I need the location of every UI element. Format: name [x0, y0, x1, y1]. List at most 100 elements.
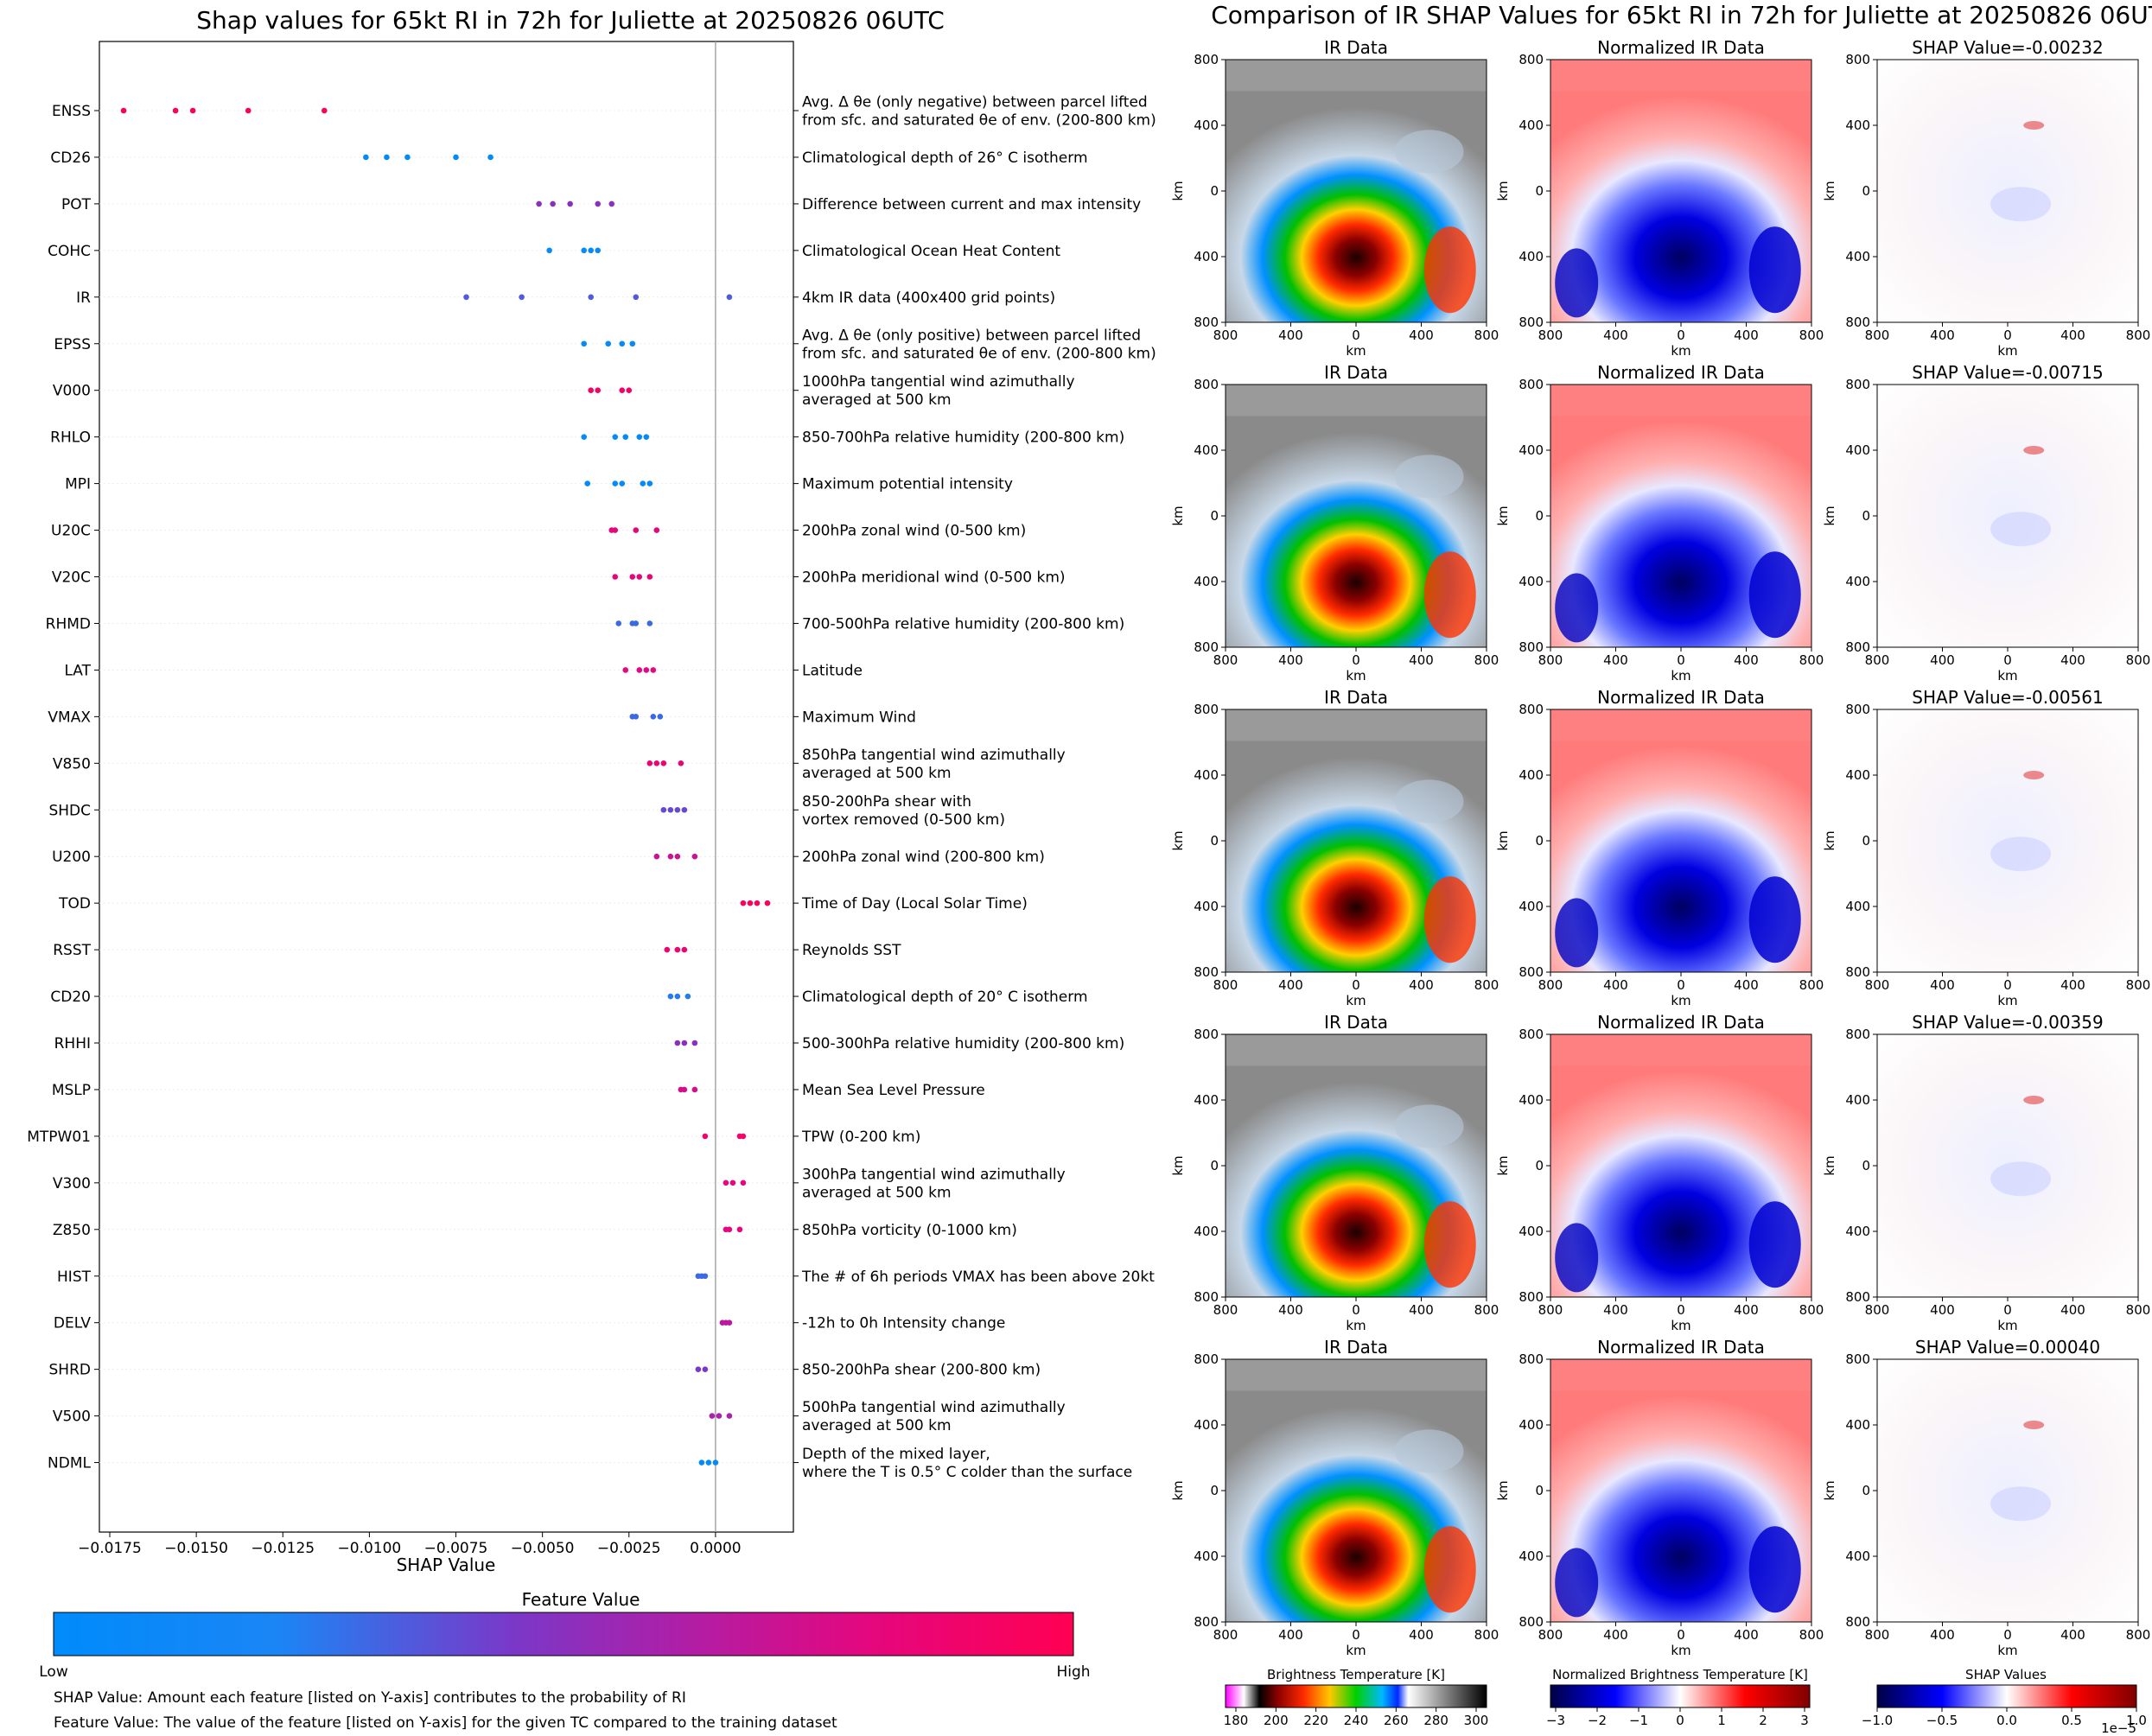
feature-label: V20C [52, 569, 91, 587]
normalized-ir-image [1550, 709, 1811, 972]
image-y-tick-label: 800 [1518, 1614, 1544, 1630]
image-y-tick-label: 800 [1194, 52, 1219, 67]
normalized-ir-image [1550, 385, 1811, 647]
feature-description: Reynolds SST [802, 942, 901, 959]
image-y-tick-label: 400 [1518, 118, 1544, 133]
shap-point [546, 247, 552, 254]
image-x-axis-label: km [1997, 993, 2017, 1008]
shap-point [674, 1040, 681, 1046]
image-y-tick-label: 400 [1845, 118, 1870, 133]
shap-point [646, 620, 653, 626]
image-y-tick-label: 0 [1862, 833, 1870, 849]
shap-point [536, 200, 542, 207]
shap-point [740, 900, 747, 906]
shap-panel-title: SHAP Value=0.00040 [1915, 1337, 2100, 1358]
image-y-tick-label: 0 [1535, 508, 1544, 524]
feature-label: MPI [65, 476, 91, 493]
feature-label: V000 [53, 383, 91, 400]
feature-description: 200hPa zonal wind (0-500 km) [802, 523, 1026, 540]
image-x-tick-label: 800 [1865, 1627, 1890, 1643]
image-y-axis-label: km [1495, 181, 1511, 200]
shap-point [629, 340, 636, 347]
feature-description: 500-300hPa relative humidity (200-800 km… [802, 1035, 1124, 1052]
colorbar-tick-label: 0 [1676, 1713, 1684, 1728]
image-x-tick-label: 0 [1677, 652, 1685, 668]
shap-point [622, 667, 629, 673]
feature-description: 1000hPa tangential wind azimuthally [802, 373, 1075, 391]
shap-point [681, 1086, 688, 1093]
shap-point [736, 1226, 743, 1233]
image-x-tick-label: 800 [1538, 977, 1563, 993]
image-x-tick-label: 0 [1352, 652, 1360, 668]
norm-colorbar [1550, 1684, 1811, 1708]
image-x-tick-label: 800 [1538, 1627, 1563, 1643]
shap-point [189, 107, 196, 114]
shap-point [622, 434, 629, 440]
shap-point [691, 1040, 698, 1046]
image-y-tick-label: 800 [1518, 1351, 1544, 1367]
image-x-tick-label: 800 [1213, 1302, 1238, 1318]
image-x-tick-label: 800 [1213, 977, 1238, 993]
feature-description: 300hPa tangential wind azimuthally [802, 1166, 1066, 1183]
shap-point [754, 900, 761, 906]
image-y-tick-label: 0 [1210, 1158, 1219, 1173]
image-y-tick-label: 800 [1845, 1351, 1870, 1367]
colorbar-tick-label: 200 [1264, 1713, 1289, 1728]
image-x-axis-label: km [1671, 668, 1690, 684]
shap-point [588, 294, 595, 301]
shap-point [636, 434, 643, 440]
feature-label: EPSS [54, 336, 91, 353]
shap-point [245, 107, 251, 114]
shap-point [519, 294, 525, 301]
feature-description: Difference between current and max inten… [802, 196, 1141, 213]
image-y-tick-label: 800 [1194, 1614, 1219, 1630]
shap-image [1877, 1034, 2138, 1297]
image-y-tick-label: 800 [1518, 702, 1544, 717]
image-y-tick-label: 800 [1518, 315, 1544, 330]
image-x-tick-label: 0 [1352, 1302, 1360, 1318]
image-y-tick-label: 400 [1845, 1224, 1870, 1239]
image-x-tick-label: 400 [1278, 977, 1303, 993]
shap-point [567, 200, 573, 207]
shap-point [726, 1319, 733, 1326]
feature-description: Avg. Δ θe (only negative) between parcel… [802, 94, 1148, 111]
feature-label: VMAX [48, 709, 91, 726]
shap-point [404, 154, 411, 161]
colorbar-tick-label: 2 [1759, 1713, 1767, 1728]
image-y-tick-label: 400 [1845, 249, 1870, 264]
shap-point [619, 480, 626, 486]
image-y-axis-label: km [1822, 506, 1837, 525]
image-x-tick-label: 400 [1734, 327, 1759, 343]
shap-point [653, 760, 660, 766]
shap-point [588, 387, 595, 394]
shap-panel-title: SHAP Value=-0.00561 [1912, 687, 2103, 708]
image-y-tick-label: 800 [1194, 377, 1219, 392]
shap-point [612, 574, 619, 580]
image-y-axis-label: km [1170, 1480, 1186, 1500]
image-y-tick-label: 0 [1862, 1158, 1870, 1173]
image-y-tick-label: 800 [1845, 639, 1870, 655]
image-x-tick-label: 800 [1799, 327, 1824, 343]
image-x-tick-label: 0 [2003, 652, 2012, 668]
image-x-tick-label: 400 [1603, 1627, 1628, 1643]
image-x-tick-label: 800 [1799, 977, 1824, 993]
feature-label: TOD [58, 895, 91, 913]
image-x-tick-label: 0 [2003, 1302, 2012, 1318]
image-y-axis-label: km [1495, 1155, 1511, 1175]
shap-point [681, 1040, 688, 1046]
feature-description: Latitude [802, 662, 863, 679]
image-y-tick-label: 800 [1845, 964, 1870, 980]
image-x-tick-label: 800 [1474, 652, 1499, 668]
image-x-tick-label: 800 [1799, 1627, 1824, 1643]
shap-point [674, 806, 681, 813]
image-y-tick-label: 800 [1194, 1289, 1219, 1305]
feature-description: Time of Day (Local Solar Time) [801, 895, 1028, 913]
image-x-tick-label: 0 [1352, 327, 1360, 343]
left-chart-title: Shap values for 65kt RI in 72h for Julie… [196, 6, 945, 35]
image-y-tick-label: 400 [1845, 767, 1870, 783]
feature-label: SHRD [49, 1362, 91, 1379]
image-x-tick-label: 400 [1278, 1627, 1303, 1643]
feature-label: IR [76, 289, 91, 307]
colorbar-tick-label: −2 [1588, 1713, 1607, 1728]
image-x-axis-label: km [1346, 343, 1366, 359]
